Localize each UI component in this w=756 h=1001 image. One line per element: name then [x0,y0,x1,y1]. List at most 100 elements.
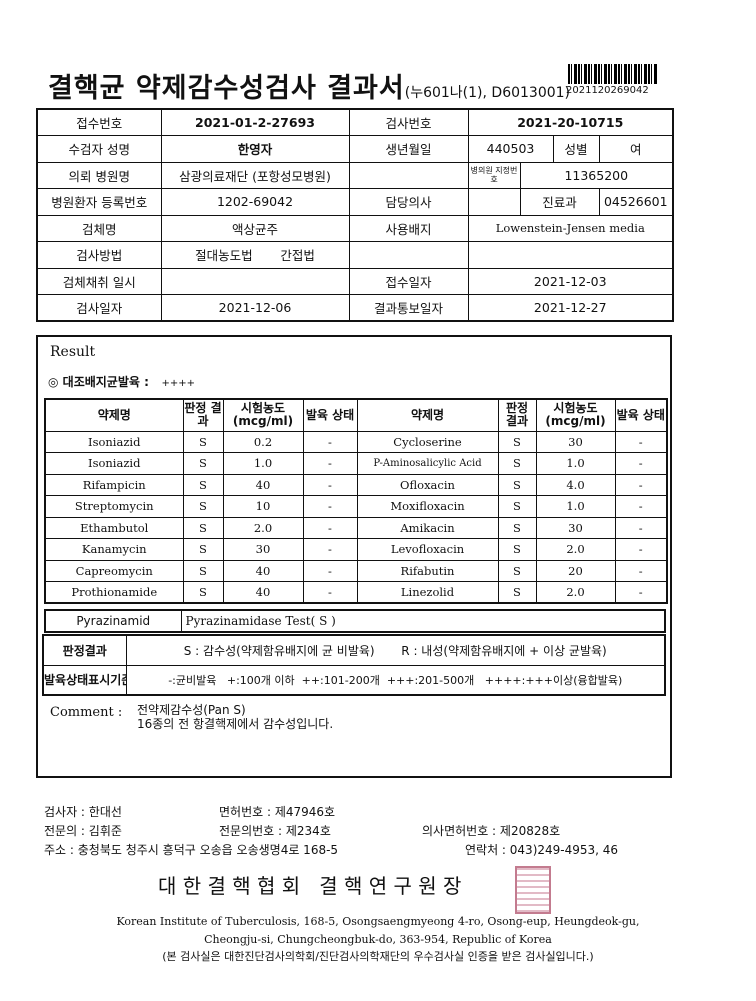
label: 접수일자 [348,267,469,295]
comment-label: Comment : [50,705,123,720]
address-line: Korean Institute of Tuberculosis, 168-5,… [116,915,640,928]
judgment: S [497,581,537,604]
growth: - [302,516,358,539]
concentration: 1.0 [222,452,304,475]
test-no: 2021-20-10715 [467,108,674,136]
table-row: Isoniazid S 1.0- P-Aminosalicylic Acid S 1.0- [44,452,668,475]
control-growth: ◎ 대조배지균발육 : ++++ [48,373,195,390]
label: 사용배지 [348,214,469,242]
method-2: 간접법 [280,248,315,264]
patient-name: 한영자 [160,135,350,163]
label: 검사번호 [348,108,469,136]
comment-line: 16종의 전 항결핵제에서 감수성입니다. [137,717,334,731]
drug-name: Linezolid [356,581,499,604]
concentration: 10 [222,495,304,518]
growth: - [614,473,668,496]
received-date: 2021-12-03 [467,267,674,295]
concentration: 40 [222,473,304,496]
doctor-license: 의사면허번호 : 제20828호 [422,824,561,838]
label: 병의원 지정번호 [467,161,521,189]
judgment: S [182,430,224,453]
concentration: 20 [535,559,616,582]
drug-name: Amikacin [356,516,499,539]
tester: 검사자 : 한대선 [44,805,122,819]
info-table: 접수번호 2021-01-2-27693 검사번호 2021-20-10715 수검자… [36,108,674,322]
drug-name: Kanamycin [44,538,184,561]
label: 검체명 [36,214,162,242]
judge-s: S : 감수성(약제함유배지에 균 비발육) [183,643,375,658]
growth: - [614,538,668,561]
drug-name: Moxifloxacin [356,495,499,518]
label: 생년월일 [348,135,469,163]
pza-label: Pyrazinamid [44,609,182,633]
legend-table: 판정결과 S : 감수성(약제함유배지에 균 비발육) R : 내성(약제함유배지… [42,634,666,696]
judgment: S [497,559,537,582]
concentration: 0.2 [222,430,304,453]
contact: 연락처 : 043)249-4953, 46 [465,843,619,857]
judge-label: 판정결과 [42,634,127,666]
growth: - [614,516,668,539]
comment-line: 전약제감수성(Pan S) [137,703,246,717]
control-label: ◎ 대조배지균발육 : [48,375,149,389]
growth-label: 발육상태표시기준 [42,664,127,696]
institute-name: 대 한 결 핵 협 회 결 핵 연 구 원 장 [158,874,462,898]
hospital-code: 11365200 [519,161,674,189]
drug-name: Rifampicin [44,473,184,496]
concentration: 2.0 [535,538,616,561]
growth: - [614,581,668,604]
concentration: 1.0 [535,452,616,475]
concentration: 40 [222,559,304,582]
address-line: Cheongju-si, Chungcheongbuk-do, 363-954,… [204,933,552,946]
drug-name: Ethambutol [44,516,184,539]
label: 담당의사 [348,188,469,216]
judgment: S [497,538,537,561]
label: 병원환자 등록번호 [36,188,162,216]
label: 검체채취 일시 [36,267,162,295]
growth: - [302,559,358,582]
column-header: 약제명 [356,398,499,432]
method-1: 절대농도법 [195,248,253,264]
growth: - [302,495,358,518]
judgment: S [497,495,537,518]
column-header: 시험농도 (mcg/ml) [222,398,304,432]
drug-name: Prothionamide [44,581,184,604]
label: 검사방법 [36,241,162,269]
medium: Lowenstein-Jensen media [467,214,674,242]
concentration: 30 [535,430,616,453]
address: 주소 : 충청북도 청주시 흥덕구 오송읍 오송생명4로 168-5 [44,843,339,857]
reg-no: 1202-69042 [160,188,350,216]
control-value: ++++ [161,378,195,389]
column-header: 판정 결과 [182,398,224,432]
result-box [36,335,672,778]
table-row: Streptomycin S 10- Moxifloxacin S 1.0- [44,495,668,518]
title-text: 결핵균 약제감수성검사 결과서 [48,73,405,104]
concentration: 2.0 [535,581,616,604]
table-row: Capreomycin S 40- Rifabutin S 20- [44,559,668,582]
column-header: 발육 상태 [302,398,358,432]
label: 성별 [552,135,600,163]
column-header: 발육 상태 [614,398,668,432]
concentration: 30 [535,516,616,539]
judgment: S [182,581,224,604]
judgment: S [182,516,224,539]
table-row: Isoniazid S 0.2- Cycloserine S 30- [44,430,668,453]
drug-name: P-Aminosalicylic Acid [356,452,499,475]
barcode-number: 2021120269042 [566,85,649,96]
label: 의뢰 병원명 [36,161,162,189]
table-row: Prothionamide S 40- Linezolid S 2.0- [44,581,668,604]
judgment: S [182,452,224,475]
dept: 04526601 [598,188,674,216]
hospital: 삼광의료재단 (포항성모병원) [160,161,350,189]
pyrazinamid-row: Pyrazinamid Pyrazinamidase Test( S ) [44,609,666,633]
method: 절대농도법 간접법 [160,241,350,269]
specimen: 액상균주 [160,214,350,242]
concentration: 2.0 [222,516,304,539]
table-row: Kanamycin S 30- Levofloxacin S 2.0- [44,538,668,561]
label: 수검자 성명 [36,135,162,163]
english-address: Korean Institute of Tuberculosis, 168-5,… [0,913,756,949]
label: 결과통보일자 [348,294,469,322]
growth: - [302,452,358,475]
judgment: S [497,473,537,496]
column-header: 판정 결과 [497,398,537,432]
growth: - [614,559,668,582]
